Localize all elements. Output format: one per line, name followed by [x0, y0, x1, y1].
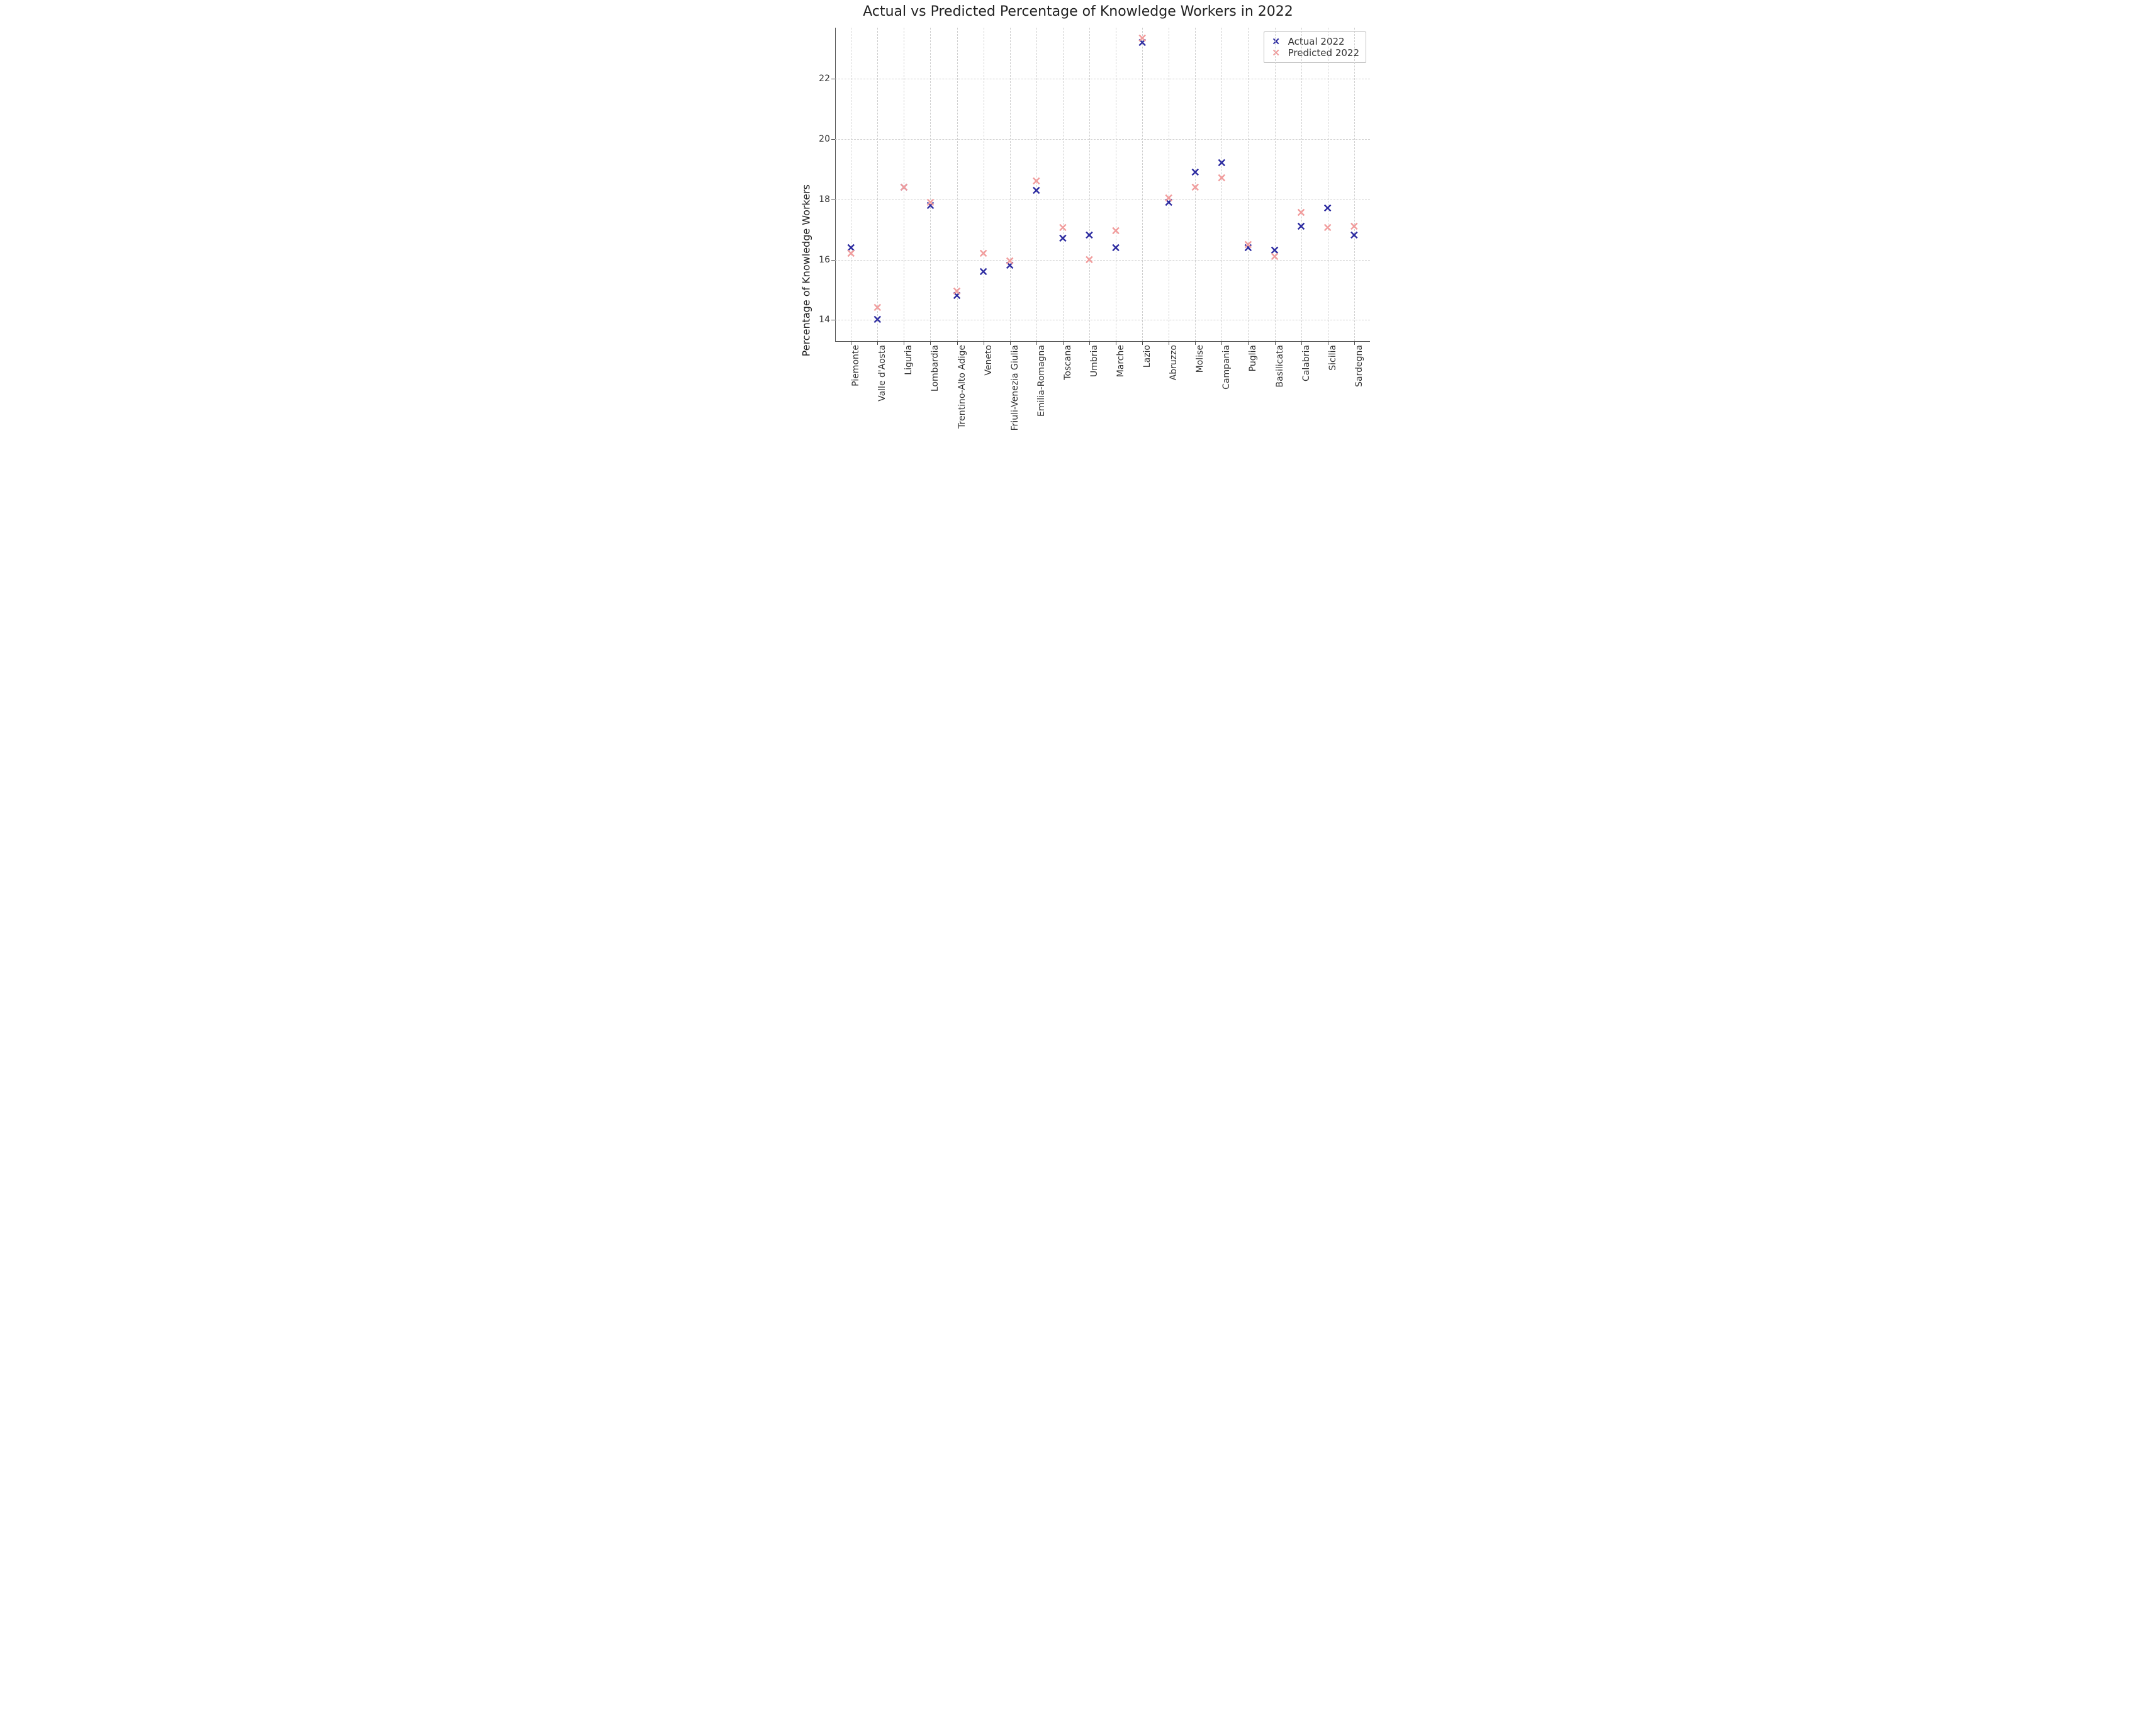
- xtick-label: Sardegna: [1354, 324, 1364, 366]
- ytick-label: 22: [819, 74, 830, 84]
- gridline-v: [1142, 28, 1143, 341]
- gridline-h: [835, 139, 1370, 140]
- xtick-label: Lazio: [1142, 334, 1152, 356]
- xtick-label: Lombardia: [930, 322, 940, 368]
- chart-title: Actual vs Predicted Percentage of Knowle…: [770, 4, 1386, 20]
- xtick-label: Trentino-Alto Adige: [957, 303, 967, 387]
- xtick-label: Umbria: [1089, 329, 1099, 361]
- xtick-label: Friuli-Venezia Giulia: [1010, 302, 1020, 388]
- ytick-mark: [831, 260, 835, 261]
- xtick-label: Emilia-Romagna: [1036, 309, 1047, 381]
- xtick-label: Campania: [1221, 323, 1232, 368]
- gridline-v: [1301, 28, 1302, 341]
- gridline-v: [877, 28, 878, 341]
- xtick-label: Valle d'Aosta: [877, 317, 887, 373]
- gridline-v: [930, 28, 931, 341]
- gridline-v: [1221, 28, 1222, 341]
- gridline-v: [1089, 28, 1090, 341]
- legend-label: Actual 2022: [1288, 36, 1345, 47]
- legend-marker-icon: ✕: [1271, 47, 1282, 59]
- gridline-v: [1275, 28, 1276, 341]
- xtick-label: Veneto: [984, 330, 994, 361]
- y-axis-line: [835, 28, 836, 341]
- x-axis-line: [835, 341, 1370, 342]
- gridline-h: [835, 260, 1370, 261]
- ytick-label: 16: [819, 255, 830, 265]
- gridline-v: [1195, 28, 1196, 341]
- ytick-label: 14: [819, 315, 830, 325]
- legend-item: ✕ Actual 2022: [1271, 36, 1359, 47]
- legend-label: Predicted 2022: [1288, 47, 1359, 59]
- xtick-label: Abruzzo: [1169, 327, 1179, 363]
- legend-marker-icon: ✕: [1271, 36, 1282, 47]
- xtick-label: Marche: [1116, 329, 1126, 361]
- gridline-v: [1248, 28, 1249, 341]
- xtick-label: Puglia: [1248, 332, 1258, 358]
- xtick-label: Toscana: [1063, 327, 1073, 363]
- plot-area: Percentage of Knowledge Workers ✕Actual …: [835, 28, 1370, 341]
- y-axis-label: Percentage of Knowledge Workers: [800, 184, 812, 356]
- legend: ✕ Actual 2022 ✕ Predicted 2022: [1264, 31, 1366, 63]
- legend-item: ✕ Predicted 2022: [1271, 47, 1359, 59]
- xtick-label: Piemonte: [851, 324, 861, 366]
- xtick-label: Calabria: [1301, 327, 1311, 363]
- gridline-v: [957, 28, 958, 341]
- xtick-label: Liguria: [904, 330, 914, 360]
- xtick-label: Sicilia: [1328, 332, 1338, 358]
- xtick-label: Basilicata: [1275, 324, 1285, 366]
- chart-container: Actual vs Predicted Percentage of Knowle…: [770, 0, 1386, 492]
- xtick-label: Molise: [1195, 331, 1205, 359]
- gridline-v: [1063, 28, 1064, 341]
- gridline-v: [1354, 28, 1355, 341]
- gridline-v: [1010, 28, 1011, 341]
- gridline-v: [1036, 28, 1037, 341]
- ytick-label: 18: [819, 194, 830, 205]
- ytick-mark: [831, 139, 835, 140]
- ytick-label: 20: [819, 134, 830, 144]
